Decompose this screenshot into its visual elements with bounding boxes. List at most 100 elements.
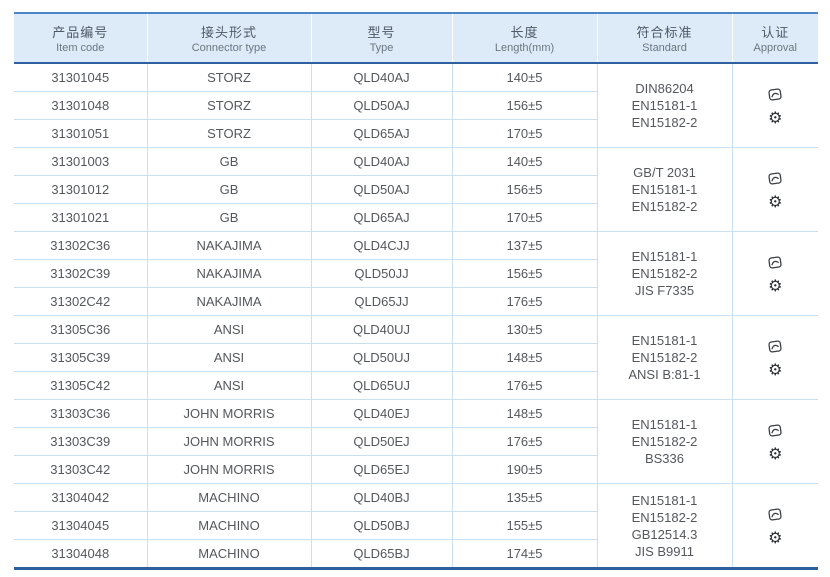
standard-line: EN15181-1: [631, 492, 698, 508]
item-code-cell: 31301003: [14, 147, 147, 176]
type-cell: QLD50UJ: [310, 343, 452, 372]
wheelmark-gear-icon: ⚙: [768, 276, 783, 295]
length-cell: 156±5: [451, 91, 597, 120]
connector-type-cell: JOHN MORRIS: [146, 455, 311, 484]
table-row: 31305C39 ANSI QLD50UJ 148±5: [14, 343, 818, 372]
approval-cell: ⚙: [731, 147, 818, 232]
item-code-cell: 31302C42: [14, 287, 147, 316]
length-cell: 156±5: [451, 259, 597, 288]
type-cell: QLD4CJJ: [310, 231, 452, 260]
item-code-cell: 31304048: [14, 539, 147, 569]
item-code-cell: 31303C36: [14, 399, 147, 428]
type-cell: QLD65UJ: [310, 371, 452, 400]
length-cell: 156±5: [451, 175, 597, 204]
item-code-cell: 31301045: [14, 63, 147, 92]
standard-line: DIN86204: [635, 81, 694, 96]
standard-line: EN15182-2: [631, 199, 698, 214]
length-cell: 148±5: [451, 399, 597, 428]
column-label-en: Length(mm): [494, 42, 555, 54]
product-table: 产品编号 Item code 接头形式 Connector type 型号 Type 长度 L…: [14, 12, 818, 570]
length-cell: 130±5: [451, 315, 597, 344]
standard-cell: EN15181-1 EN15182-2 BS336: [596, 399, 732, 484]
approval-cell: ⚙: [731, 63, 818, 148]
standard-line: GB/T 2031: [633, 165, 696, 180]
length-cell: 176±5: [451, 427, 597, 456]
length-cell: 140±5: [451, 147, 597, 176]
column-header-3: 长度 Length(mm): [451, 13, 597, 64]
column-header-2: 型号 Type: [310, 13, 452, 64]
column-header-0: 产品编号 Item code: [14, 13, 147, 64]
connector-type-cell: ANSI: [146, 343, 311, 372]
length-cell: 190±5: [451, 455, 597, 484]
approval-cell: ⚙: [731, 315, 818, 400]
standard-line: EN15182-2: [631, 434, 698, 449]
length-cell: 148±5: [451, 343, 597, 372]
connector-type-cell: NAKAJIMA: [146, 259, 311, 288]
table-row: 31304048 MACHINO QLD65BJ 174±5: [14, 539, 818, 569]
approval-icons: ⚙: [735, 170, 817, 210]
table-row: 31301045 STORZ QLD40AJ 140±5 DIN86204 EN15181…: [14, 63, 818, 148]
certificate-stamp-icon: [766, 506, 784, 523]
wheelmark-gear-icon: ⚙: [768, 444, 783, 463]
connector-type-cell: ANSI: [146, 371, 311, 400]
column-label-en: Standard: [642, 42, 687, 54]
item-code-cell: 31304045: [14, 511, 147, 540]
certificate-stamp-icon: [766, 338, 784, 355]
certificate-stamp-icon: [766, 422, 784, 439]
connector-type-cell: GB: [146, 203, 311, 232]
column-label-zh: 接头形式: [200, 25, 257, 40]
table-row: 31303C42 JOHN MORRIS QLD65EJ 190±5: [14, 455, 818, 484]
column-header-4: 符合标准 Standard: [596, 13, 732, 64]
type-cell: QLD65JJ: [310, 287, 452, 316]
connector-type-cell: GB: [146, 147, 311, 176]
approval-icons: ⚙: [735, 506, 817, 547]
column-label-en: Item code: [56, 42, 105, 54]
item-code-cell: 31301048: [14, 91, 147, 120]
item-code-cell: 31305C36: [14, 315, 147, 344]
connector-type-cell: GB: [146, 175, 311, 204]
standard-line: EN15181-1: [631, 417, 698, 432]
standard-cell: EN15181-1 EN15182-2 GB12514.3 JIS B9911: [596, 483, 732, 569]
standard-cell: EN15181-1 EN15182-2 ANSI B:81-1: [596, 315, 732, 400]
length-cell: 170±5: [451, 119, 597, 148]
standard-cell: DIN86204 EN15181-1 EN15182-2: [596, 63, 732, 148]
length-cell: 170±5: [451, 203, 597, 232]
wheelmark-gear-icon: ⚙: [768, 528, 783, 547]
table-row: 31301048 STORZ QLD50AJ 156±5: [14, 91, 818, 120]
connector-type-cell: STORZ: [146, 91, 311, 120]
standard-cell: EN15181-1 EN15182-2 JIS F7335: [596, 231, 732, 316]
item-code-cell: 31303C42: [14, 455, 147, 484]
table-body: 31301045 STORZ QLD40AJ 140±5 DIN86204 EN15181…: [14, 63, 818, 569]
item-code-cell: 31301051: [14, 119, 147, 148]
column-label-en: Connector type: [191, 42, 267, 54]
column-label-zh: 长度: [510, 25, 539, 40]
approval-icons: ⚙: [735, 254, 817, 295]
connector-type-cell: NAKAJIMA: [146, 231, 311, 260]
certificate-stamp-icon: [766, 254, 784, 271]
table-row: 31304045 MACHINO QLD50BJ 155±5: [14, 511, 818, 540]
wheelmark-gear-icon: ⚙: [768, 108, 783, 127]
connector-type-cell: ANSI: [146, 315, 311, 344]
approval-icons: ⚙: [735, 422, 817, 463]
length-cell: 176±5: [451, 287, 597, 316]
approval-cell: ⚙: [731, 231, 818, 316]
standard-line: EN15182-2: [631, 350, 698, 365]
table-row: 31304042 MACHINO QLD40BJ 135±5 EN15181-1 EN15…: [14, 483, 818, 569]
type-cell: QLD40AJ: [310, 147, 452, 176]
item-code-cell: 31302C36: [14, 231, 147, 260]
table-row: 31301012 GB QLD50AJ 156±5: [14, 175, 818, 204]
connector-type-cell: STORZ: [146, 63, 311, 92]
item-code-cell: 31302C39: [14, 259, 147, 288]
table-row: 31301003 GB QLD40AJ 140±5 GB/T 2031 EN15181-1…: [14, 147, 818, 232]
table-row: 31301051 STORZ QLD65AJ 170±5: [14, 119, 818, 148]
column-header-1: 接头形式 Connector type: [146, 13, 311, 64]
standard-line: EN15181-1: [631, 182, 698, 197]
table-row: 31302C39 NAKAJIMA QLD50JJ 156±5: [14, 259, 818, 288]
approval-cell: ⚙: [731, 399, 818, 484]
column-label-zh: 符合标准: [636, 25, 693, 40]
column-label-en: Approval: [753, 42, 797, 54]
type-cell: QLD40BJ: [310, 483, 452, 512]
table-row: 31301021 GB QLD65AJ 170±5: [14, 203, 818, 232]
item-code-cell: 31301012: [14, 175, 147, 204]
standard-line: EN15182-2: [631, 266, 698, 281]
